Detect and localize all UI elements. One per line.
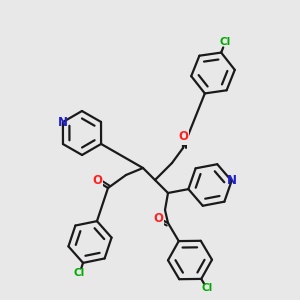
Text: Cl: Cl (220, 38, 231, 47)
Text: O: O (92, 175, 102, 188)
Text: Cl: Cl (74, 268, 85, 278)
Text: Cl: Cl (201, 284, 212, 293)
Text: N: N (58, 116, 68, 129)
Text: O: O (178, 130, 188, 143)
Text: N: N (226, 174, 237, 188)
Text: O: O (153, 212, 163, 224)
